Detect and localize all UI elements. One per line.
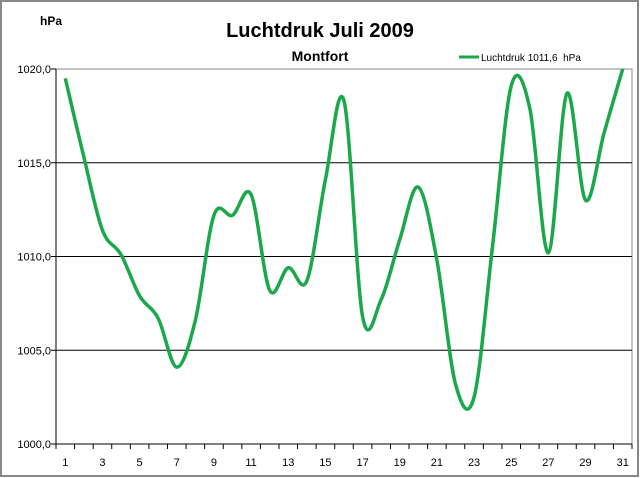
- series-line: [63, 68, 625, 411]
- y-tick-label: 1010,0: [17, 252, 51, 264]
- x-tick-label: 31: [617, 457, 629, 469]
- legend: Luchtdruk 1011,6 hPa: [459, 53, 581, 64]
- legend-label: Luchtdruk 1011,6 hPa: [481, 53, 581, 64]
- x-tick-label: 9: [211, 457, 217, 469]
- x-tick-label: 19: [394, 457, 406, 469]
- y-tick-label: 1020,0: [17, 64, 51, 76]
- x-tick-label: 29: [579, 457, 591, 469]
- y-axis-label: hPa: [40, 14, 62, 28]
- y-tick-label: 1015,0: [17, 158, 51, 170]
- x-tick-label: 3: [99, 457, 105, 469]
- x-tick-label: 27: [542, 457, 554, 469]
- x-tick-label: 1: [62, 457, 68, 469]
- chart-title: Luchtdruk Juli 2009: [226, 20, 414, 42]
- x-tick-label: 11: [245, 457, 256, 469]
- x-tick-label: 17: [356, 457, 368, 469]
- x-tick-label: 15: [319, 457, 331, 469]
- x-tick-label: 23: [468, 457, 480, 469]
- x-tick-label: 25: [505, 457, 517, 469]
- chart-subtitle: Montfort: [292, 48, 349, 64]
- x-tick-label: 7: [174, 457, 180, 469]
- y-tick-label: 1005,0: [17, 345, 51, 357]
- x-tick-label: 21: [431, 457, 443, 469]
- y-tick-label: 1000,0: [17, 439, 51, 451]
- x-tick-label: 13: [282, 457, 294, 469]
- x-tick-label: 5: [137, 457, 143, 469]
